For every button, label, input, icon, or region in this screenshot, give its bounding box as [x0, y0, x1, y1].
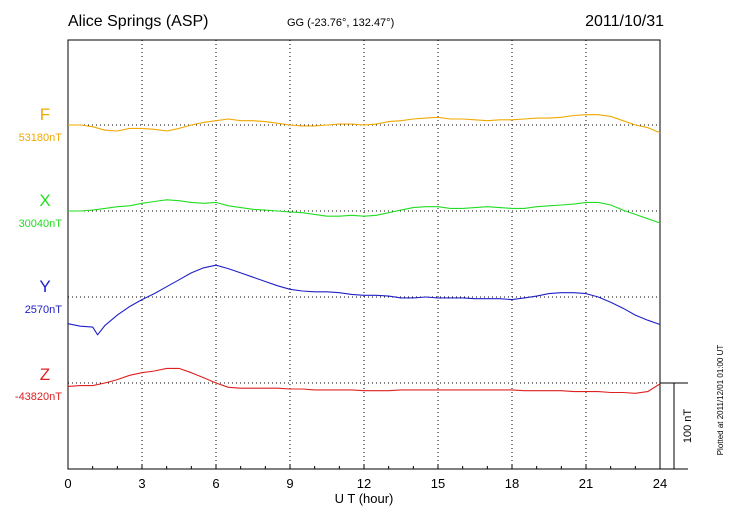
x-tick-label: 3 [138, 476, 145, 491]
series-f-line [68, 114, 661, 134]
x-tick-label: 24 [653, 476, 667, 491]
x-tick-label: 9 [286, 476, 293, 491]
plotted-timestamp: Plotted at 2011/12/01 01:00 UT [716, 345, 725, 456]
component-y-baseline: 2570nT [25, 304, 63, 316]
date-label: 2011/10/31 [585, 13, 664, 30]
x-tick-label: 0 [64, 476, 71, 491]
component-f-label: F [40, 105, 50, 124]
scale-bar-label: 100 nT [682, 409, 694, 444]
x-tick-label: 12 [357, 476, 371, 491]
x-tick-label: 18 [505, 476, 519, 491]
series-y-line [67, 264, 661, 336]
scale-bar [660, 382, 688, 470]
component-labels: F 53180nT X 30040nT Y 2570nT Z -43820nT [15, 105, 62, 403]
x-tick-label: 15 [431, 476, 445, 491]
x-axis: 0 3 6 9 12 15 18 21 24 [64, 464, 667, 491]
x-tick-label: 21 [579, 476, 593, 491]
component-x-label: X [39, 191, 50, 210]
series-group [67, 114, 661, 394]
station-coordinates: GG (-23.76°, 132.47°) [287, 17, 394, 29]
component-y-label: Y [39, 277, 50, 296]
series-x-line [68, 199, 661, 224]
component-z-baseline: -43820nT [15, 391, 62, 403]
x-tick-label: 6 [212, 476, 219, 491]
component-f-baseline: 53180nT [19, 132, 63, 144]
component-z-label: Z [40, 365, 50, 384]
station-title: Alice Springs (ASP) [68, 13, 209, 30]
series-z-line [67, 367, 661, 394]
x-axis-label: U T (hour) [335, 491, 394, 506]
grid [68, 40, 660, 469]
component-x-baseline: 30040nT [19, 218, 63, 230]
